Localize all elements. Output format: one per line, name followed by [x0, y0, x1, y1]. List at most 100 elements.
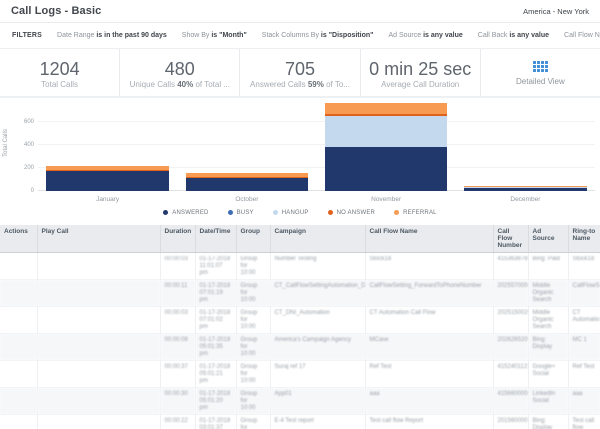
table-cell — [37, 360, 161, 388]
legend-label: ANSWERED — [172, 209, 209, 216]
bar-segment-hangup[interactable] — [464, 187, 587, 188]
table-cell: 4156600006 — [493, 387, 529, 415]
bar-segment-referral[interactable] — [464, 185, 587, 187]
chart-gridline — [38, 166, 595, 168]
filter-item[interactable]: Stack Columns By is "Disposition" — [262, 32, 374, 39]
table-cell: E-4 Test report — [270, 414, 366, 429]
legend-item-busy[interactable]: BUSY — [227, 210, 254, 216]
kpi-label-text: Average Call Duration — [381, 79, 460, 89]
chart-x-tick-label: December — [510, 196, 541, 203]
legend-item-hangup[interactable]: HANGUP — [272, 210, 309, 216]
filter-field: Date Range — [57, 32, 97, 39]
bar-segment-no-answer[interactable] — [46, 170, 169, 172]
legend-dot — [272, 210, 278, 215]
kpi-label-text: Answered Calls — [250, 79, 308, 89]
bar-segment-hangup[interactable] — [324, 116, 448, 148]
table-row: 00:00:03 01-17-2018 07:01:02 pm Group for … — [0, 306, 600, 334]
filter-item[interactable]: Show By is "Month" — [182, 32, 247, 39]
filter-value: is in the past 90 days — [96, 32, 167, 39]
table-cell — [0, 360, 38, 388]
table-cell: Ref Test — [568, 360, 600, 388]
column-header-group[interactable]: Group — [236, 225, 271, 253]
chart-y-tick-label: 400 — [23, 141, 34, 148]
table-header-row: Actions Play Call Duration Date/Time Group Ca… — [0, 225, 600, 253]
chart-x-axis-labels: January October November December — [38, 196, 595, 203]
legend-label: REFERRAL — [403, 209, 437, 216]
table-cell — [0, 387, 38, 415]
kpi-unique-calls-value: 480 — [164, 58, 195, 79]
filter-item[interactable]: Ad Source is any value — [388, 32, 462, 39]
table-cell: CT Automation Call Flow — [365, 306, 494, 334]
column-header-duration[interactable]: Duration — [160, 225, 196, 253]
table-row: 00:00:08 01-17-2018 05:01:35 pm Group for … — [0, 333, 600, 361]
legend-dot — [394, 210, 400, 215]
detailed-view-button[interactable]: Detailed View — [516, 61, 565, 86]
table-cell: CT Automatio — [568, 306, 600, 334]
table-cell: 01-17-2018 07:01:19 pm — [195, 279, 237, 307]
table-cell: Bing: Display — [528, 414, 569, 429]
filters-label: FILTERS — [12, 32, 43, 39]
table-cell: 01-17-2018 11:01:07 pm — [195, 252, 237, 280]
table-cell: Number Testing — [270, 252, 366, 280]
chart-legend: ANSWERED BUSY HANGUP NO ANSWER REFERRAL — [0, 204, 600, 221]
column-header-actions[interactable]: Actions — [0, 225, 38, 253]
kpi-total-calls: 1204 Total Calls — [0, 49, 121, 96]
filter-item[interactable]: Date Range is in the past 90 days — [57, 32, 167, 39]
kpi-label-text: Total Calls — [41, 79, 79, 89]
bar-segment-answered[interactable] — [464, 187, 587, 191]
kpi-unique-calls: 480 Unique Calls 40% of Total ... — [120, 49, 241, 96]
table-cell: aaa — [568, 387, 600, 415]
table-cell: 2025150020 — [493, 306, 529, 334]
bar-segment-answered[interactable] — [46, 171, 169, 191]
table-cell: 2026265209 — [493, 333, 529, 361]
stacked-bar-january — [46, 101, 169, 191]
table-cell — [37, 414, 161, 429]
kpi-label-bold: 59% — [307, 79, 324, 89]
table-cell: CallFlowSetting_ForwardToPhoneNumber — [365, 279, 494, 307]
table-cell: Group for 10:00 — [236, 360, 271, 388]
table-cell — [0, 306, 38, 334]
legend-item-no-answer[interactable]: NO ANSWER — [327, 209, 376, 216]
table-cell: 01-17-2018 05:01:35 pm — [195, 333, 237, 361]
bar-segment-referral[interactable] — [46, 166, 169, 171]
table-cell — [37, 252, 161, 280]
table-cell: Google+ Social — [528, 360, 569, 388]
legend-item-referral[interactable]: REFERRAL — [394, 210, 437, 216]
kpi-unique-calls-label: Unique Calls 40% of Total ... — [130, 80, 230, 89]
chart-plot: 0 200 400 600 — [24, 101, 595, 194]
chart-y-axis-label: Total Calls — [3, 129, 9, 157]
table-cell: Stock18 — [568, 252, 600, 280]
chart-y-tick-label: 0 — [30, 188, 34, 194]
column-header-call-flow-number[interactable]: Call Flow Number — [493, 225, 529, 253]
table-cell: 2015600001 — [493, 414, 529, 429]
column-header-date-time[interactable]: Date/Time — [195, 225, 237, 253]
bar-segment-no-answer[interactable] — [185, 177, 309, 179]
detailed-view-label: Detailed View — [516, 77, 565, 86]
column-header-campaign[interactable]: Campaign — [270, 225, 366, 253]
bar-segment-referral[interactable] — [185, 172, 309, 178]
bar-segment-answered[interactable] — [324, 147, 448, 191]
table-body: 00:00:03 01-17-2018 11:01:07 pm Group for … — [0, 252, 600, 429]
bar-segment-no-answer[interactable] — [324, 113, 448, 117]
chart-x-tick-label: January — [96, 196, 120, 203]
column-header-ring-to-name[interactable]: Ring-to Name — [568, 225, 600, 253]
column-header-call-flow-name[interactable]: Call Flow Name — [365, 225, 494, 253]
filter-value: is "Disposition" — [320, 32, 374, 39]
bar-segment-referral[interactable] — [324, 103, 448, 114]
chart-gridline — [38, 143, 595, 145]
table-cell: 01-17-2018 05:01:21 pm — [195, 360, 237, 388]
legend-item-answered[interactable]: ANSWERED — [163, 210, 208, 216]
table-cell — [0, 252, 38, 280]
table-cell: Bing: Paid — [528, 252, 569, 280]
table-cell: Ref Test — [365, 360, 494, 388]
legend-label: NO ANSWER — [336, 209, 376, 216]
filter-value: is any value — [509, 32, 550, 39]
bar-slot-october — [177, 101, 316, 191]
table-cell: MC 1 — [568, 333, 600, 361]
bar-segment-answered[interactable] — [185, 178, 309, 191]
filter-item[interactable]: Call Flow Name is any value — [564, 32, 600, 39]
table-cell: CT_CallFlowSettingAutomation_DND — [270, 279, 366, 307]
column-header-play-call[interactable]: Play Call — [37, 225, 161, 253]
column-header-ad-source[interactable]: Ad Source — [528, 225, 569, 253]
filter-item[interactable]: Call Back is any value — [478, 32, 549, 39]
